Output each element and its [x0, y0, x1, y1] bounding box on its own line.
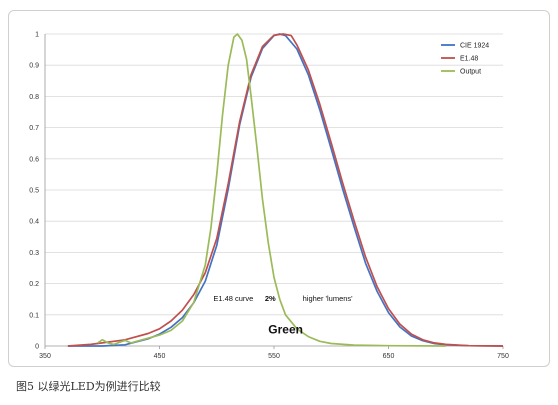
y-tick-label: 0.9 — [29, 63, 39, 70]
y-tick-label: 0.4 — [29, 219, 39, 226]
figure-caption: 图5 以绿光LED为例进行比较 — [16, 380, 161, 393]
x-axis-ticks: 350 450 550 650 750 — [39, 346, 509, 360]
series-line — [67, 33, 504, 347]
series-line — [97, 33, 446, 347]
y-tick-label: 0.1 — [29, 312, 39, 319]
annotation-text: 2% — [265, 294, 276, 303]
chart-frame — [8, 10, 550, 367]
x-tick-label: 450 — [154, 353, 166, 360]
y-tick-label: 0 — [35, 344, 39, 351]
annotation-text: higher 'lumens' — [303, 294, 354, 303]
x-tick-label: 550 — [268, 353, 280, 360]
y-tick-label: 0.2 — [29, 281, 39, 288]
annotation-text: Green — [268, 323, 303, 337]
y-axis-ticks: 0 0.1 0.2 0.3 0.4 0.5 0.6 0.7 0.8 0.9 1 — [29, 32, 39, 351]
x-tick-label: 650 — [383, 353, 395, 360]
legend-label: E1.48 — [460, 56, 478, 63]
series-line — [67, 33, 504, 347]
x-tick-label: 350 — [39, 353, 51, 360]
y-tick-label: 0.8 — [29, 94, 39, 101]
line-chart: 0 0.1 0.2 0.3 0.4 0.5 0.6 0.7 0.8 0.9 1 350 450 550 6… — [29, 32, 509, 361]
y-tick-label: 0.6 — [29, 156, 39, 163]
x-tick-label: 750 — [497, 353, 509, 360]
legend-label: CIE 1924 — [460, 43, 489, 50]
legend: CIE 1924 E1.48 Output — [441, 43, 489, 76]
y-tick-label: 0.5 — [29, 188, 39, 195]
y-tick-label: 1 — [35, 32, 39, 39]
annotations: E1.48 curve 2% higher 'lumens' Green — [213, 294, 353, 337]
legend-label: Output — [460, 69, 481, 76]
annotation-text: E1.48 curve — [213, 294, 253, 303]
y-tick-label: 0.3 — [29, 250, 39, 257]
series-lines — [67, 33, 504, 347]
y-tick-label: 0.7 — [29, 125, 39, 132]
